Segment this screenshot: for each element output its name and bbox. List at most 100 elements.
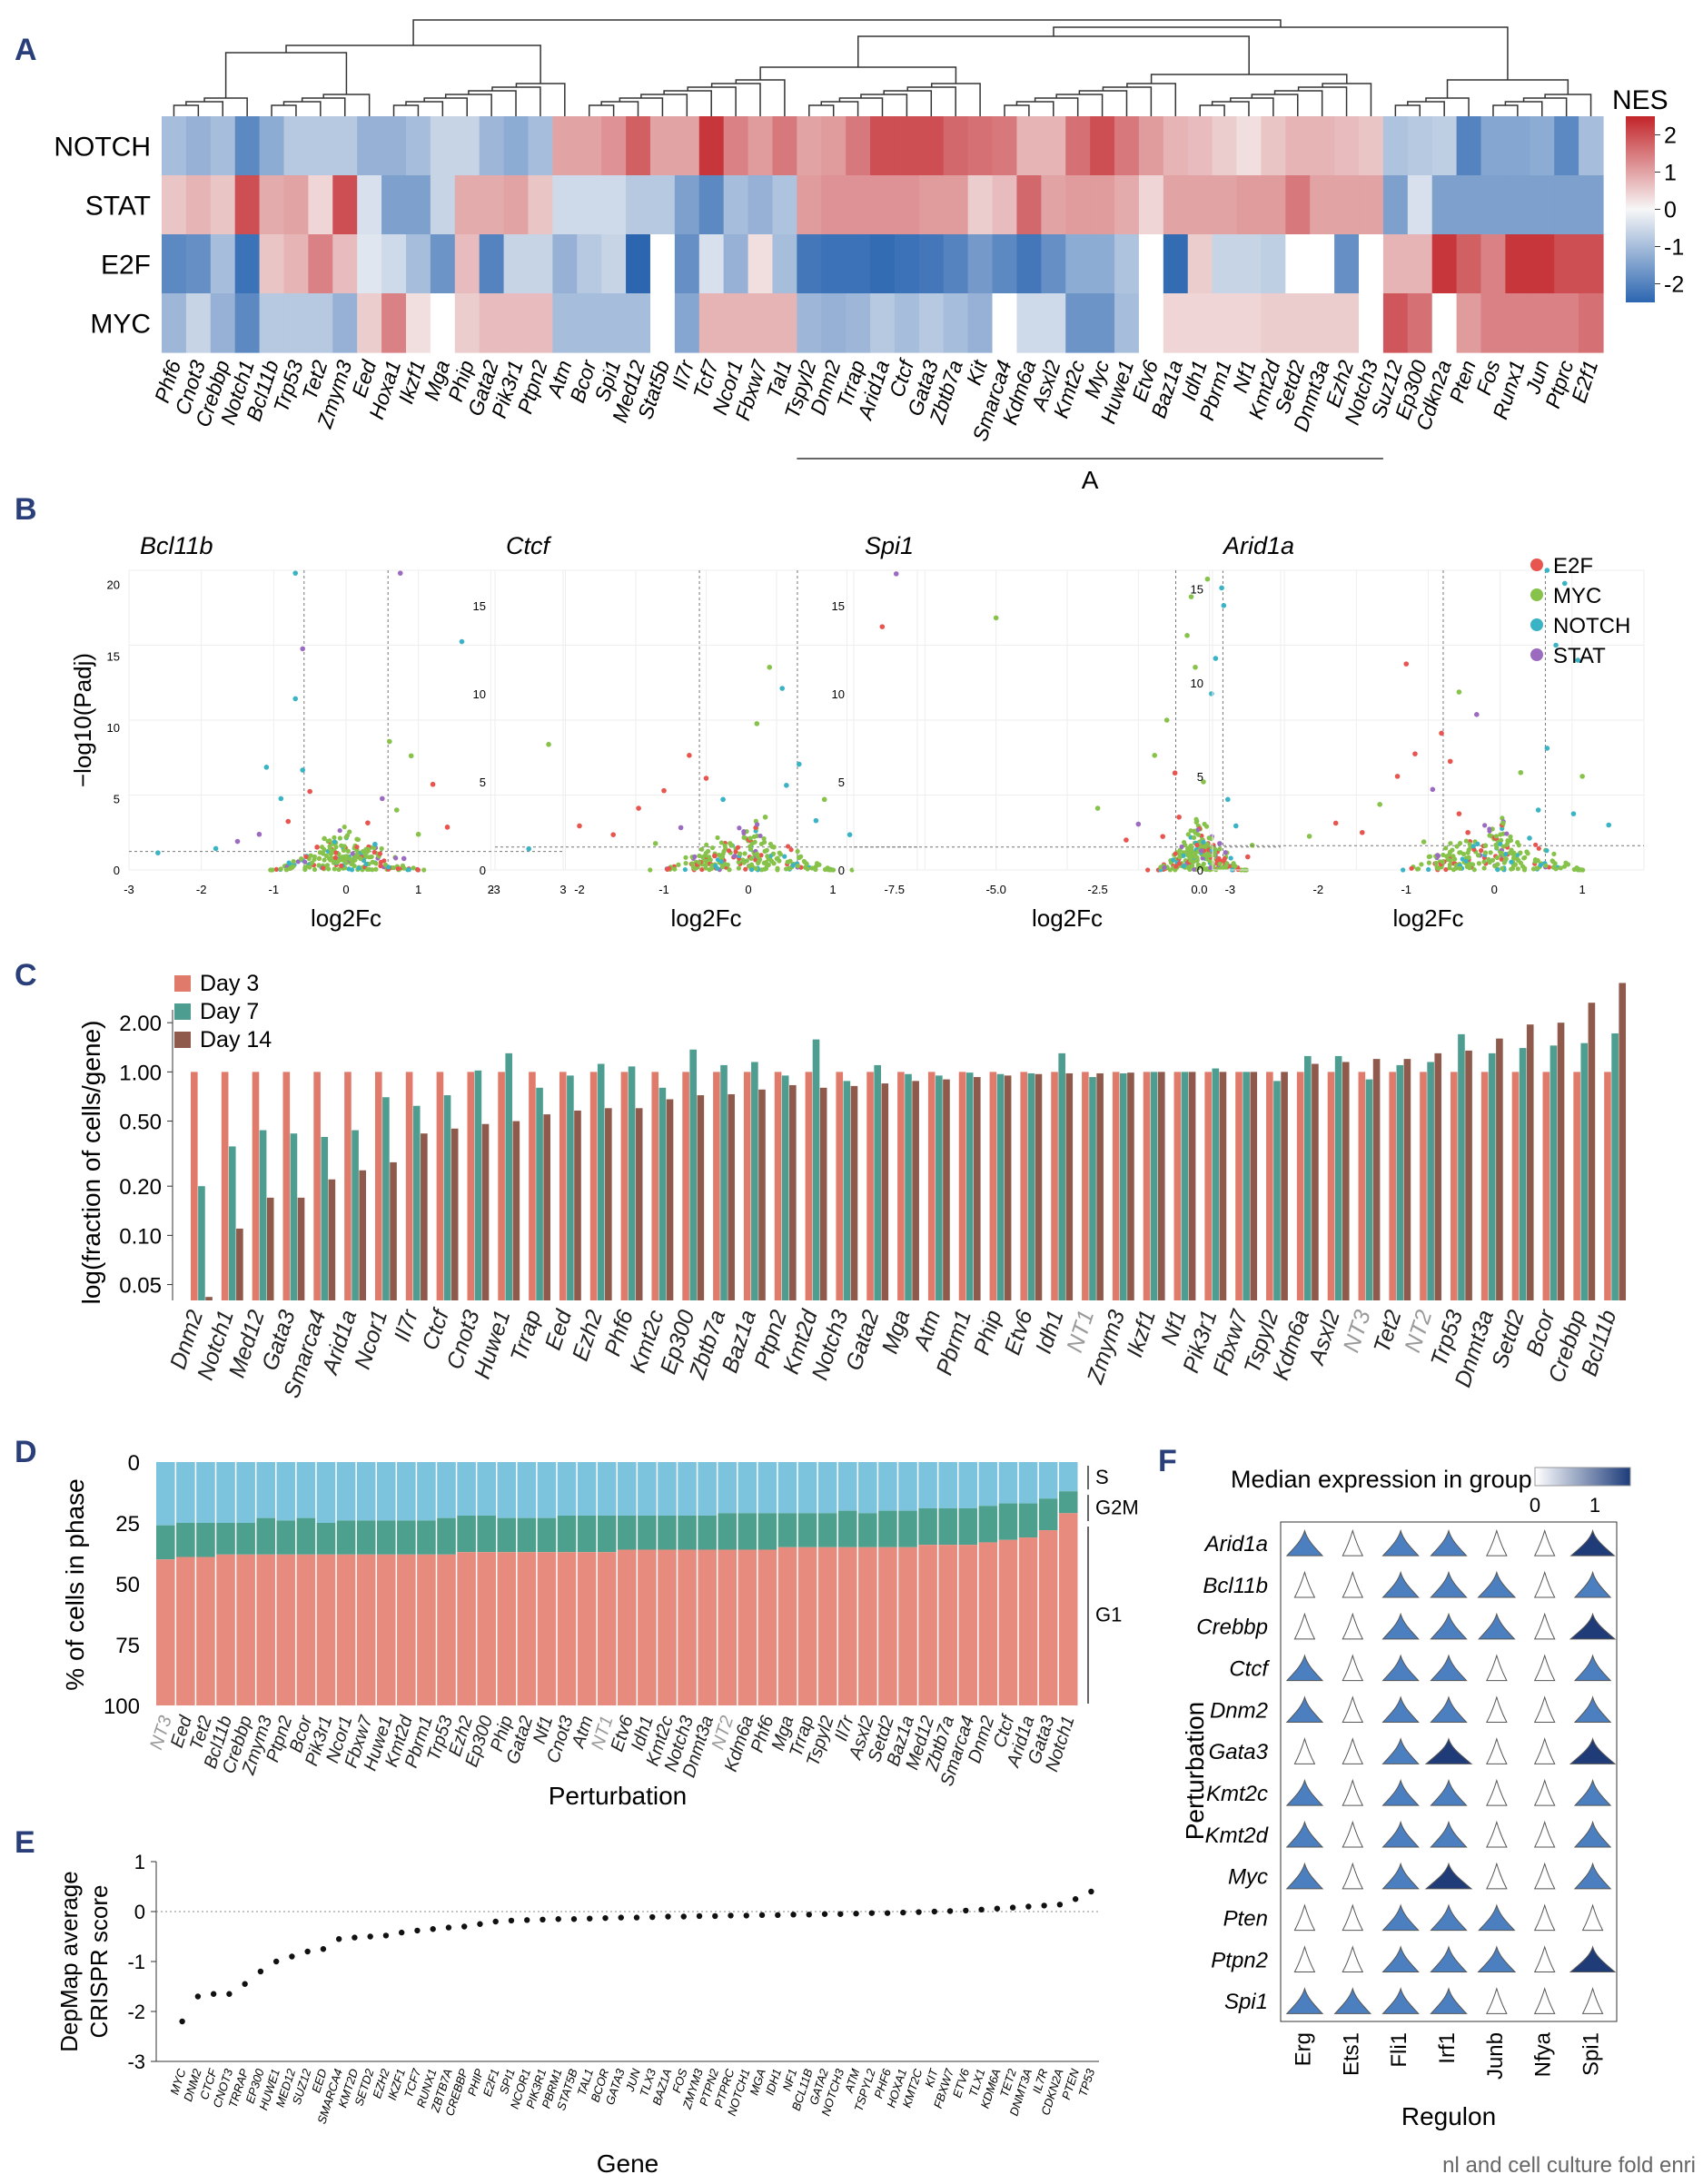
stack-g2m [738, 1513, 757, 1550]
heatmap-cell [601, 175, 627, 235]
data-point [1457, 865, 1463, 871]
dendrogram-link [301, 97, 346, 116]
data-point [1521, 867, 1528, 873]
bar-day-3 [1420, 1072, 1427, 1300]
data-point [1453, 865, 1459, 871]
y-tick-label: 0 [114, 864, 120, 877]
stack-g1 [698, 1549, 717, 1705]
bar-day-14 [1219, 1072, 1227, 1300]
data-point [676, 862, 681, 867]
data-point [893, 571, 899, 577]
violin-shape [1533, 1778, 1556, 1806]
stack-s [336, 1462, 356, 1521]
heatmap-cell [1382, 293, 1409, 353]
bar-day-14 [605, 1108, 612, 1300]
y-tick-label: 10 [107, 721, 120, 735]
data-point [343, 835, 349, 840]
data-point [1515, 840, 1520, 845]
data-point [387, 738, 392, 745]
heatmap-cell [943, 116, 969, 176]
bar-day-7 [1212, 1068, 1220, 1300]
score-point-tal1 [587, 1915, 593, 1922]
data-point [273, 866, 279, 873]
score-point-mga [758, 1912, 766, 1919]
nes-tick-label: 0 [1664, 198, 1677, 223]
bar-day-3 [374, 1072, 382, 1300]
heatmap-cell [748, 116, 774, 176]
heatmap-cell [1431, 234, 1458, 294]
data-point [708, 857, 713, 863]
data-point [636, 805, 641, 811]
score-point-ep300 [257, 1968, 264, 1975]
heatmap-cell [1163, 234, 1189, 294]
legend-swatch-day-7 [174, 1003, 191, 1020]
data-point [1208, 865, 1213, 871]
heatmap-cell [797, 175, 822, 235]
data-point [391, 865, 397, 871]
data-point [1575, 657, 1581, 663]
data-point [369, 854, 374, 860]
bar-day-14 [666, 1099, 674, 1300]
violin-shape [1381, 1862, 1420, 1890]
bar-day-14 [1342, 1062, 1350, 1300]
heatmap-cell [846, 116, 871, 176]
y-tick-label: 0.20 [119, 1175, 162, 1200]
bar-day-3 [651, 1072, 659, 1300]
stack-g2m [998, 1503, 1018, 1540]
heatmap-cell [283, 293, 309, 353]
violin-col-label-fli1: Fli1 [1387, 2032, 1411, 2068]
data-point [1163, 717, 1170, 723]
data-point [1188, 594, 1194, 599]
x-tick-label: 3 [559, 883, 566, 896]
dendrogram-link [1004, 104, 1030, 116]
panel-c-bar-chart: 0.05 0.10 0.20 0.50 1.00 2.00 log(fraction of … [77, 971, 1627, 1401]
heatmap-cell [1554, 116, 1579, 176]
data-point [1504, 831, 1510, 836]
dendrogram-link [1211, 101, 1250, 116]
violin-row-label-pten: Pten [1223, 1906, 1268, 1931]
score-point-suz12 [304, 1948, 311, 1955]
bar-day-14 [635, 1108, 643, 1300]
data-point [736, 859, 741, 865]
data-point [728, 843, 735, 848]
heatmap-cell [1187, 293, 1213, 353]
stack-g2m [336, 1520, 356, 1555]
data-point [1394, 774, 1401, 779]
heatmap-cell [1236, 293, 1262, 353]
data-point [1409, 865, 1414, 871]
heatmap-cell [210, 293, 236, 353]
stack-g2m [296, 1517, 316, 1555]
dendrogram-link [1407, 101, 1445, 116]
stack-s [517, 1462, 537, 1518]
heatmap-cell [601, 293, 627, 353]
stack-g2m [817, 1513, 837, 1547]
stack-g1 [757, 1549, 777, 1705]
data-point [717, 852, 722, 858]
bar-day-3 [1511, 1072, 1520, 1300]
data-point [1195, 832, 1202, 837]
data-point [401, 855, 407, 862]
heatmap-cell [1579, 293, 1604, 353]
data-point [1500, 820, 1506, 826]
stack-g2m [858, 1513, 877, 1547]
heatmap-cell [894, 116, 920, 176]
data-point [1467, 842, 1472, 847]
heatmap-cell [1407, 116, 1433, 176]
data-point [720, 796, 726, 803]
data-point [767, 664, 773, 670]
stack-s [196, 1462, 215, 1523]
bar-day-14 [758, 1089, 766, 1300]
data-point [350, 851, 355, 856]
heatmap-cell [649, 116, 676, 176]
data-point [371, 849, 377, 855]
heatmap-cell [1236, 175, 1262, 235]
data-point [372, 841, 378, 847]
data-point [1458, 850, 1463, 855]
heatmap-cell [528, 293, 553, 353]
panel-label-d: D [15, 1435, 37, 1469]
bar-day-14 [850, 1085, 858, 1300]
data-point [1474, 712, 1480, 717]
data-point [1503, 851, 1509, 857]
stack-g2m [597, 1515, 617, 1553]
heatmap-cell [918, 116, 945, 176]
